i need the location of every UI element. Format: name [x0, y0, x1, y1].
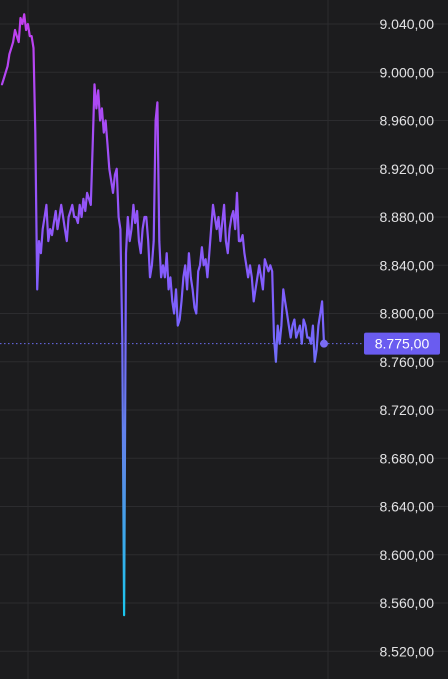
- y-tick-label: 8.640,00: [380, 499, 435, 515]
- y-tick-label: 8.720,00: [380, 402, 435, 418]
- y-axis-ticks: 9.040,00 9.000,00 8.960,00 8.920,00 8.880,00…: [380, 16, 435, 659]
- y-tick-label: 9.040,00: [380, 16, 435, 32]
- y-tick-label: 8.680,00: [380, 450, 435, 466]
- y-tick-label: 8.880,00: [380, 209, 435, 225]
- price-line: [0, 13, 326, 617]
- last-point-dot: [320, 339, 328, 348]
- line-series: [0, 13, 326, 617]
- y-tick-label: 8.840,00: [380, 257, 435, 273]
- y-tick-label: 8.520,00: [380, 643, 435, 659]
- current-price-badge: [364, 332, 440, 355]
- y-tick-label: 8.800,00: [380, 306, 435, 322]
- y-tick-label: 8.600,00: [380, 547, 435, 563]
- y-tick-label: 8.760,00: [380, 354, 435, 370]
- current-price-label: 8.775,00: [375, 336, 430, 352]
- y-tick-label: 8.560,00: [380, 595, 435, 611]
- y-tick-label: 8.960,00: [380, 113, 435, 129]
- y-tick-label: 9.000,00: [380, 64, 435, 80]
- y-tick-label: 8.920,00: [380, 161, 435, 177]
- current-price-marker: 8.775,00: [0, 332, 440, 355]
